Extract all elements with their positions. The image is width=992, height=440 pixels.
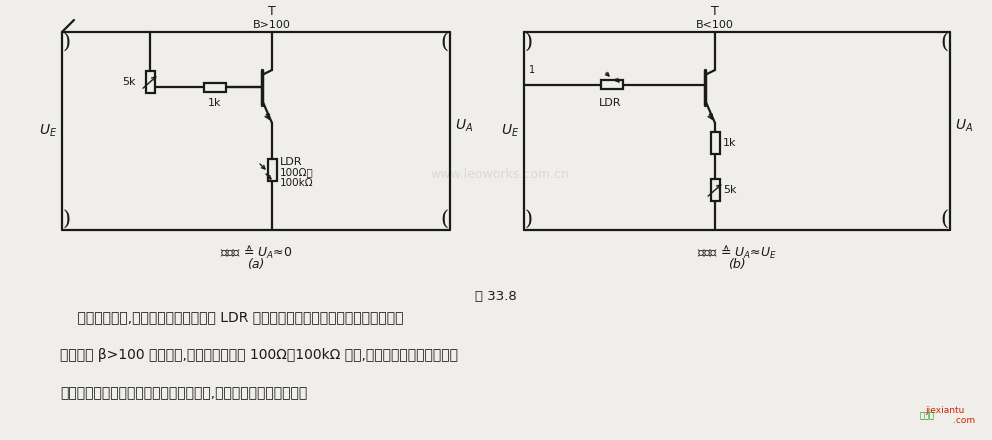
Text: 5k: 5k [122, 77, 136, 87]
Text: 光入射 ≙ $U_A$≈0: 光入射 ≙ $U_A$≈0 [219, 244, 293, 261]
Text: $U_A$: $U_A$ [955, 118, 973, 134]
Bar [710, 132, 719, 154]
Text: B>100: B>100 [253, 20, 291, 30]
Text: ): ) [525, 210, 533, 229]
Text: (: ( [940, 33, 949, 52]
Text: 接线图: 接线图 [920, 411, 935, 420]
Text: 100Ω～: 100Ω～ [280, 167, 313, 177]
Text: 时的情况。如果要想控制较大功率的负载,则应采用达林顿晶体管。: 时的情况。如果要想控制较大功率的负载,则应采用达林顿晶体管。 [60, 386, 308, 400]
Bar [268, 159, 277, 181]
Text: (: ( [940, 210, 949, 229]
Text: www.leoworks.com.cn: www.leoworks.com.cn [431, 169, 569, 181]
Text: T: T [711, 5, 719, 18]
Text: 1k: 1k [208, 98, 222, 107]
Text: 1k: 1k [723, 138, 736, 148]
Text: B<100: B<100 [696, 20, 734, 30]
Text: ): ) [63, 33, 71, 52]
Text: 1: 1 [529, 65, 535, 75]
Text: LDR: LDR [599, 98, 621, 108]
Text: 100kΩ: 100kΩ [280, 178, 313, 188]
Text: 大系数取 β>100 就已足够,光敏电阻阻值在 100Ω～100kΩ 之间,分别对应于有光照射和暗: 大系数取 β>100 就已足够,光敏电阻阻值在 100Ω～100kΩ 之间,分别… [60, 348, 458, 362]
Text: 5k: 5k [723, 185, 736, 195]
Text: $U_E$: $U_E$ [39, 123, 57, 139]
Bar [146, 71, 155, 93]
Bar [204, 83, 226, 92]
Text: (a): (a) [247, 258, 265, 271]
Text: .com: .com [953, 416, 975, 425]
Bar [710, 179, 719, 201]
Text: ): ) [63, 210, 71, 229]
Bar [601, 81, 623, 89]
Text: 光入射 ≙ $U_A$≈$U_E$: 光入射 ≙ $U_A$≈$U_E$ [697, 244, 777, 261]
Text: (: ( [440, 33, 449, 52]
Text: T: T [268, 5, 276, 18]
Text: (b): (b) [728, 258, 746, 271]
Text: LDR: LDR [280, 157, 303, 167]
Text: 图 33.8: 图 33.8 [475, 290, 517, 303]
Text: $U_{A}$: $U_{A}$ [455, 118, 473, 134]
Text: 在有入射光时,该电路中接有光敏电阻 LDR 的晶体管接通高电平或零电平。晶体管放: 在有入射光时,该电路中接有光敏电阻 LDR 的晶体管接通高电平或零电平。晶体管放 [60, 310, 404, 324]
Text: jiexiantu: jiexiantu [926, 406, 965, 415]
Text: (: ( [440, 210, 449, 229]
Text: $U_E$: $U_E$ [501, 123, 519, 139]
Text: ): ) [525, 33, 533, 52]
